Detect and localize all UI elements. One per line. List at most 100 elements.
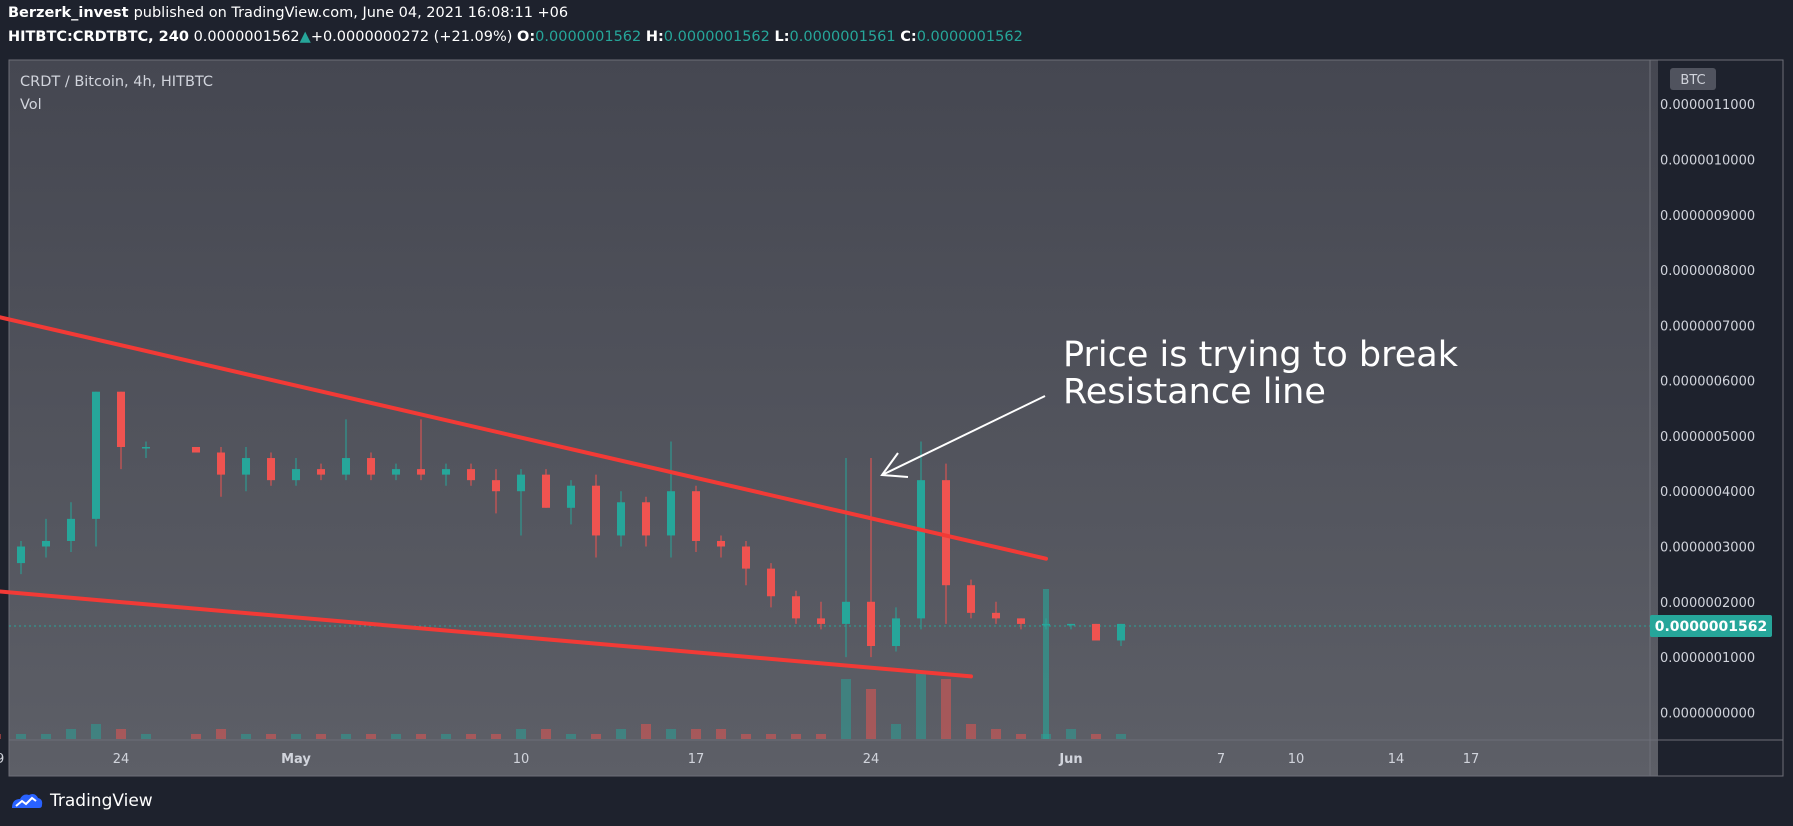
candle-body <box>917 480 925 619</box>
candle[interactable] <box>542 469 550 508</box>
candle[interactable] <box>792 590 800 624</box>
candle[interactable] <box>17 540 25 575</box>
high-label: H: <box>645 29 664 45</box>
candle[interactable] <box>942 463 950 624</box>
candle[interactable] <box>42 518 50 558</box>
volume-bar <box>1016 734 1026 739</box>
candle[interactable] <box>442 463 450 486</box>
candle[interactable] <box>817 601 825 630</box>
volume-bar <box>16 734 26 739</box>
volume-bar <box>91 724 101 739</box>
time-tick-label: 19 <box>0 752 4 767</box>
volume-bar <box>441 734 451 739</box>
tradingview-logo-icon[interactable] <box>10 790 44 812</box>
candle[interactable] <box>842 458 850 658</box>
candle[interactable] <box>967 579 975 619</box>
volume-bar <box>816 734 826 739</box>
candle[interactable] <box>717 535 725 558</box>
resistance-trendline[interactable] <box>0 293 1048 561</box>
candle[interactable] <box>667 441 675 558</box>
candles[interactable] <box>0 391 1125 658</box>
candle[interactable] <box>892 607 900 652</box>
candle-body <box>842 601 850 624</box>
candle[interactable] <box>117 391 125 470</box>
candle-body <box>142 446 150 449</box>
candle[interactable] <box>367 452 375 481</box>
candle-body <box>967 585 975 613</box>
candle-body <box>792 596 800 619</box>
candle[interactable] <box>917 441 925 630</box>
time-axis[interactable]: 19 24 May 10 17 24 Jun 7 10 14 17 <box>0 752 1479 767</box>
volume-bar <box>391 734 401 739</box>
price-tick-label: 0.0000007000 <box>1660 319 1755 334</box>
price-tick-label: 0.0000006000 <box>1660 375 1755 390</box>
candle[interactable] <box>292 458 300 486</box>
candle[interactable] <box>242 446 250 492</box>
last-price-tag-text: 0.0000001562 <box>1655 619 1767 635</box>
volume-bar <box>1091 734 1101 739</box>
candle[interactable] <box>67 502 75 553</box>
candle[interactable] <box>642 496 650 547</box>
candle[interactable] <box>142 441 150 459</box>
candle[interactable] <box>767 563 775 608</box>
annotation-line-1: Price is trying to break <box>1063 335 1459 375</box>
annotation[interactable]: Price is trying to break Resistance line <box>880 335 1459 478</box>
candle[interactable] <box>392 463 400 481</box>
candle[interactable] <box>867 458 875 658</box>
candle-body <box>442 469 450 475</box>
candle[interactable] <box>617 491 625 547</box>
candle-body <box>692 491 700 541</box>
volume-bar <box>541 729 551 739</box>
candle[interactable] <box>992 601 1000 624</box>
volume-bar <box>241 734 251 739</box>
candle[interactable] <box>592 474 600 558</box>
tradingview-brand[interactable]: TradingView <box>50 791 153 811</box>
volume-bar <box>516 729 526 739</box>
volume-bar <box>991 729 1001 739</box>
candle[interactable] <box>567 480 575 525</box>
time-tick-label: 7 <box>1217 752 1225 767</box>
time-tick-label: Jun <box>1058 752 1082 767</box>
candle[interactable] <box>417 419 425 481</box>
candle[interactable] <box>467 463 475 486</box>
volume-bar <box>691 729 701 739</box>
candle[interactable] <box>217 446 225 497</box>
candle-body <box>567 485 575 508</box>
chart-frame <box>8 59 1784 777</box>
price-tick-label: 0.0000010000 <box>1660 154 1755 169</box>
candle[interactable] <box>267 452 275 486</box>
candle[interactable] <box>317 463 325 481</box>
candle-body <box>467 469 475 481</box>
candle-body <box>317 469 325 475</box>
candle[interactable] <box>1042 618 1050 630</box>
volume-bar <box>591 734 601 739</box>
candle[interactable] <box>517 469 525 536</box>
volume-bar <box>416 734 426 739</box>
volume-bar <box>666 729 676 739</box>
price-axis[interactable]: 0.0000011000 0.0000010000 0.0000009000 0.00… <box>1660 98 1755 721</box>
candle-body <box>1067 623 1075 626</box>
candle[interactable] <box>192 446 200 453</box>
price-tick-label: 0.0000002000 <box>1660 596 1755 611</box>
close-label: C: <box>900 29 917 45</box>
candle-body <box>592 485 600 536</box>
candle[interactable] <box>492 469 500 514</box>
candle[interactable] <box>1017 618 1025 630</box>
trendlines[interactable] <box>0 293 1048 679</box>
candle[interactable] <box>692 485 700 553</box>
volume-bar <box>316 734 326 739</box>
candle[interactable] <box>92 391 100 547</box>
candle[interactable] <box>1092 623 1100 641</box>
candle-body <box>117 391 125 447</box>
candle-body <box>292 469 300 481</box>
volume-bar <box>191 734 201 739</box>
candle[interactable] <box>342 419 350 481</box>
author-name[interactable]: Berzerk_invest <box>8 5 129 21</box>
candle[interactable] <box>1117 623 1125 647</box>
chart-header: Berzerk_invest published on TradingView.… <box>8 5 1788 55</box>
support-trendline[interactable] <box>0 582 973 679</box>
candle[interactable] <box>1067 623 1075 630</box>
time-tick-label: 10 <box>1288 752 1305 767</box>
candle[interactable] <box>742 540 750 586</box>
